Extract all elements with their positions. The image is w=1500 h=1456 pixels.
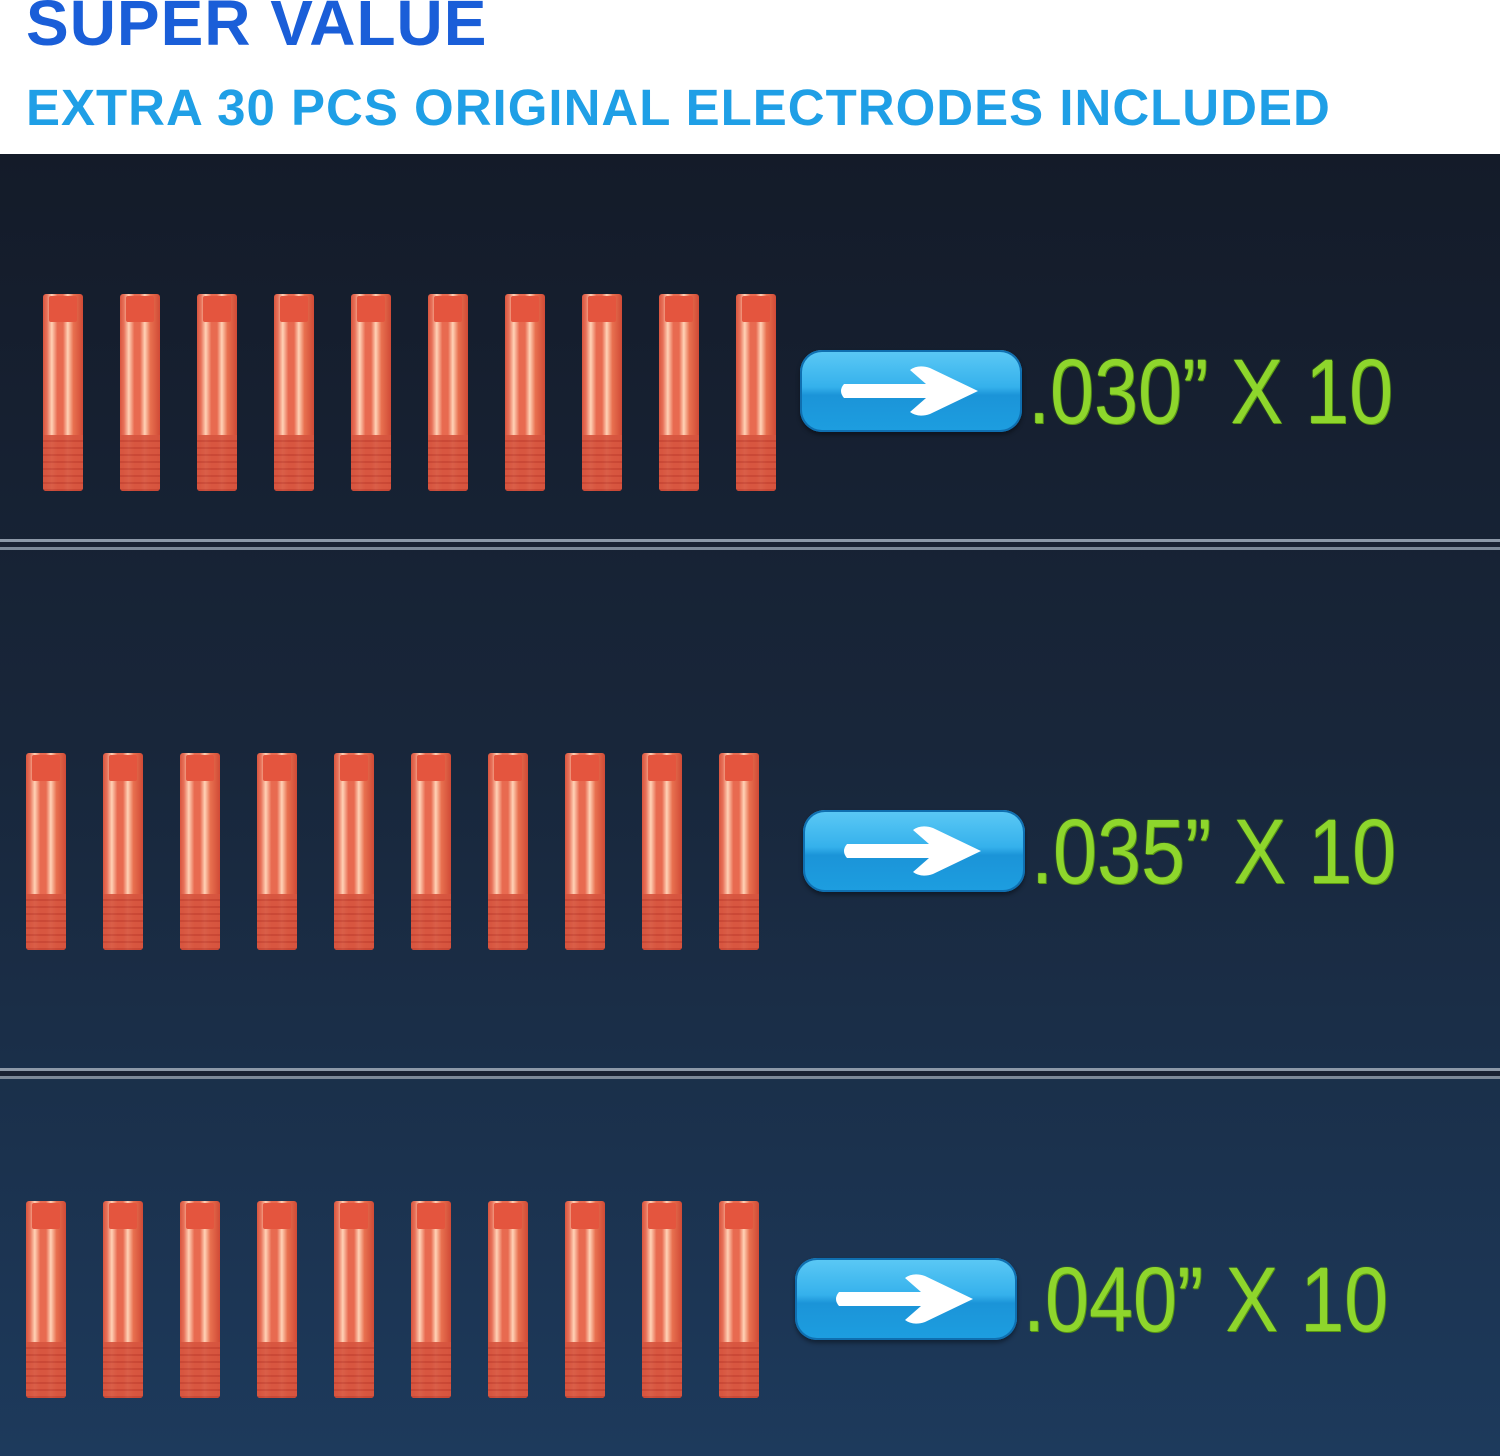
contact-tip [26,1201,66,1398]
contact-tip [103,1201,143,1398]
contact-tip [428,294,468,491]
contact-tip [582,294,622,491]
contact-tip [565,753,605,950]
contact-tip [43,294,83,491]
contact-tip [488,753,528,950]
arrow-right-icon [841,366,978,416]
divider [0,539,1500,551]
contact-tip [565,1201,605,1398]
contact-tip [505,294,545,491]
size-label: .040” X 10 [1023,1249,1389,1351]
size-label: .035” X 10 [1031,801,1397,903]
divider [0,1068,1500,1080]
contact-tip [257,753,297,950]
arrow-button [800,350,1022,432]
contact-tip [351,294,391,491]
arrow-right-icon [836,1274,973,1324]
contact-tip [719,1201,759,1398]
contact-tip [719,753,759,950]
subheadline: EXTRA 30 PCS ORIGINAL ELECTRODES INCLUDE… [26,79,1331,136]
contact-tip [659,294,699,491]
contact-tip [274,294,314,491]
arrow-button [795,1258,1017,1340]
contact-tip [180,1201,220,1398]
contact-tip [257,1201,297,1398]
size-label: .030” X 10 [1028,341,1394,443]
contact-tip [334,1201,374,1398]
contact-tip [488,1201,528,1398]
contact-tip [120,294,160,491]
contact-tip [180,753,220,950]
contact-tip [642,1201,682,1398]
contact-tip [26,753,66,950]
contact-tip [197,294,237,491]
headline: SUPER VALUE [26,0,488,59]
contact-tip [736,294,776,491]
contact-tip [411,753,451,950]
arrow-button [803,810,1025,892]
arrow-right-icon [844,826,981,876]
contact-tip [411,1201,451,1398]
contact-tip [103,753,143,950]
header: SUPER VALUE EXTRA 30 PCS ORIGINAL ELECTR… [0,0,1500,154]
contact-tip [334,753,374,950]
contact-tip [642,753,682,950]
